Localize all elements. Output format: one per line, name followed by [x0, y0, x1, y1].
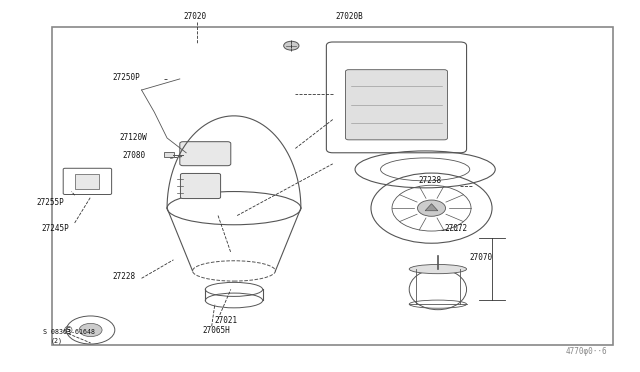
Circle shape: [417, 200, 445, 216]
Text: 27080: 27080: [122, 151, 145, 160]
Bar: [52, 27, 613, 345]
Text: 27065H: 27065H: [202, 326, 230, 335]
Circle shape: [79, 323, 102, 337]
Text: 27228: 27228: [113, 272, 136, 280]
Text: S: S: [66, 327, 71, 333]
Text: 27250P: 27250P: [113, 73, 141, 81]
Text: S 08363-61648: S 08363-61648: [43, 329, 95, 335]
Text: 27245P: 27245P: [42, 224, 69, 233]
Text: 27120W: 27120W: [119, 133, 147, 142]
Text: (2): (2): [51, 337, 63, 344]
Bar: [75, 174, 99, 189]
FancyBboxPatch shape: [180, 142, 231, 166]
Polygon shape: [425, 204, 438, 211]
Text: 27255P: 27255P: [36, 198, 64, 207]
Text: 27021: 27021: [215, 316, 238, 325]
Text: 4770φ0··6: 4770φ0··6: [565, 347, 607, 356]
Bar: [164, 152, 174, 157]
Text: 27072: 27072: [444, 224, 467, 233]
Text: 27020B: 27020B: [336, 12, 364, 22]
Ellipse shape: [409, 264, 467, 274]
FancyBboxPatch shape: [346, 70, 447, 140]
Text: 27238: 27238: [419, 176, 442, 185]
Text: 27020: 27020: [183, 12, 206, 22]
FancyBboxPatch shape: [180, 173, 221, 199]
Circle shape: [284, 41, 299, 50]
Text: 27070: 27070: [470, 253, 493, 263]
